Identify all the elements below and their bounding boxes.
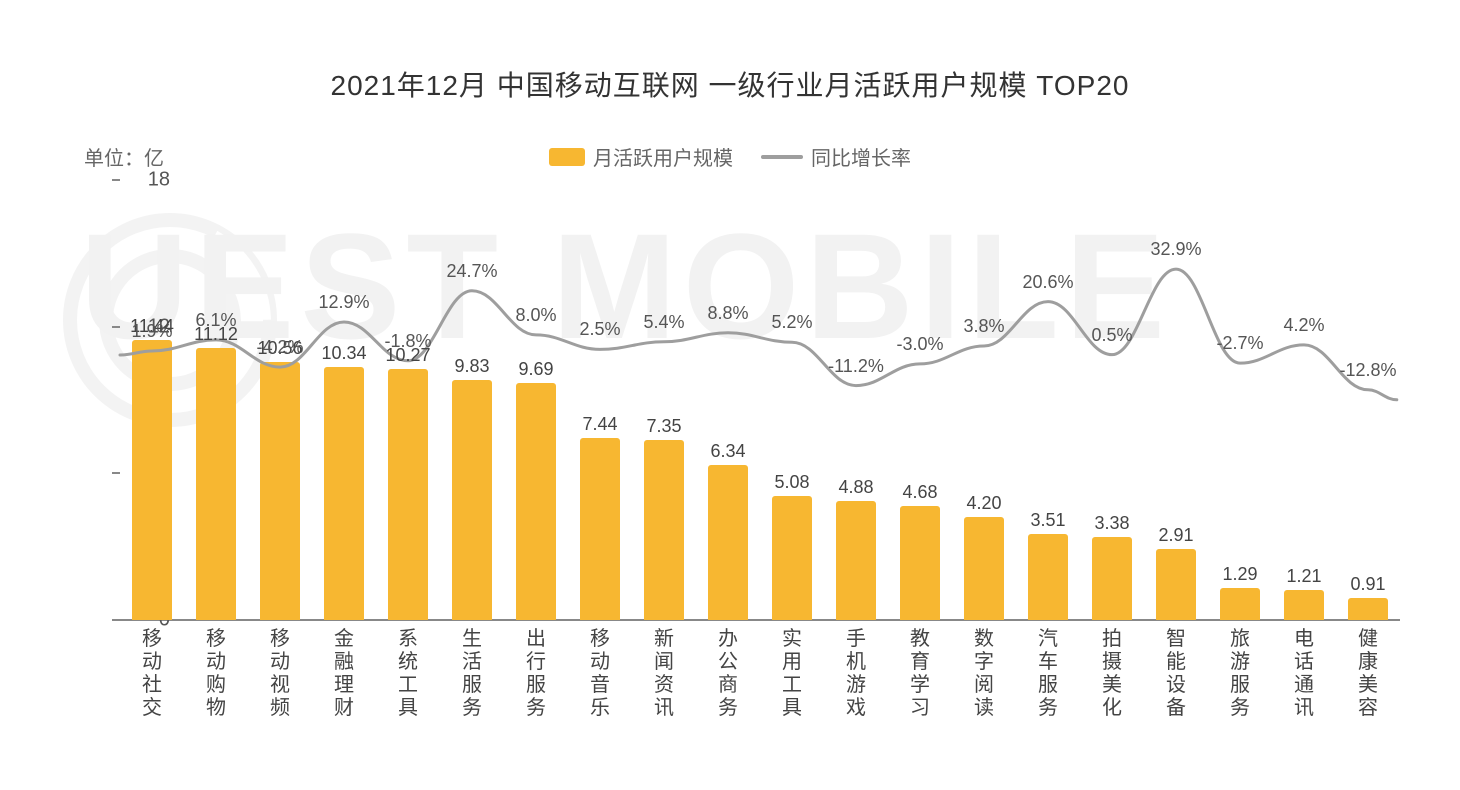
category-label: 生活服务 [461,628,483,720]
legend-bar-label: 月活跃用户规模 [593,142,733,171]
category-label: 办公商务 [717,628,739,720]
category-label: 电话通讯 [1293,628,1315,720]
category-label: 移动社交 [141,628,163,720]
category-label: 移动购物 [205,628,227,720]
category-label: 智能设备 [1165,628,1187,720]
legend: 月活跃用户规模 同比增长率 [0,142,1460,171]
growth-line [120,180,1400,620]
legend-line: 同比增长率 [761,142,911,171]
category-label: 手机游戏 [845,628,867,720]
category-label: 实用工具 [781,628,803,720]
chart-container: UEST MOBILE 2021年12月 中国移动互联网 一级行业月活跃用户规模… [0,0,1460,790]
legend-bar-swatch [549,148,585,166]
legend-line-label: 同比增长率 [811,142,911,171]
category-label: 移动视频 [269,628,291,720]
category-label: 移动音乐 [589,628,611,720]
legend-bar: 月活跃用户规模 [549,142,733,171]
plot-area [120,180,1400,620]
legend-line-swatch [761,155,803,159]
category-label: 新闻资讯 [653,628,675,720]
category-label: 系统工具 [397,628,419,720]
category-label: 出行服务 [525,628,547,720]
category-label: 拍摄美化 [1101,628,1123,720]
category-label: 金融理财 [333,628,355,720]
category-label: 数字阅读 [973,628,995,720]
category-label: 教育学习 [909,628,931,720]
category-label: 旅游服务 [1229,628,1251,720]
category-label: 汽车服务 [1037,628,1059,720]
chart-title: 2021年12月 中国移动互联网 一级行业月活跃用户规模 TOP20 [0,64,1460,104]
category-label: 健康美容 [1357,628,1379,720]
